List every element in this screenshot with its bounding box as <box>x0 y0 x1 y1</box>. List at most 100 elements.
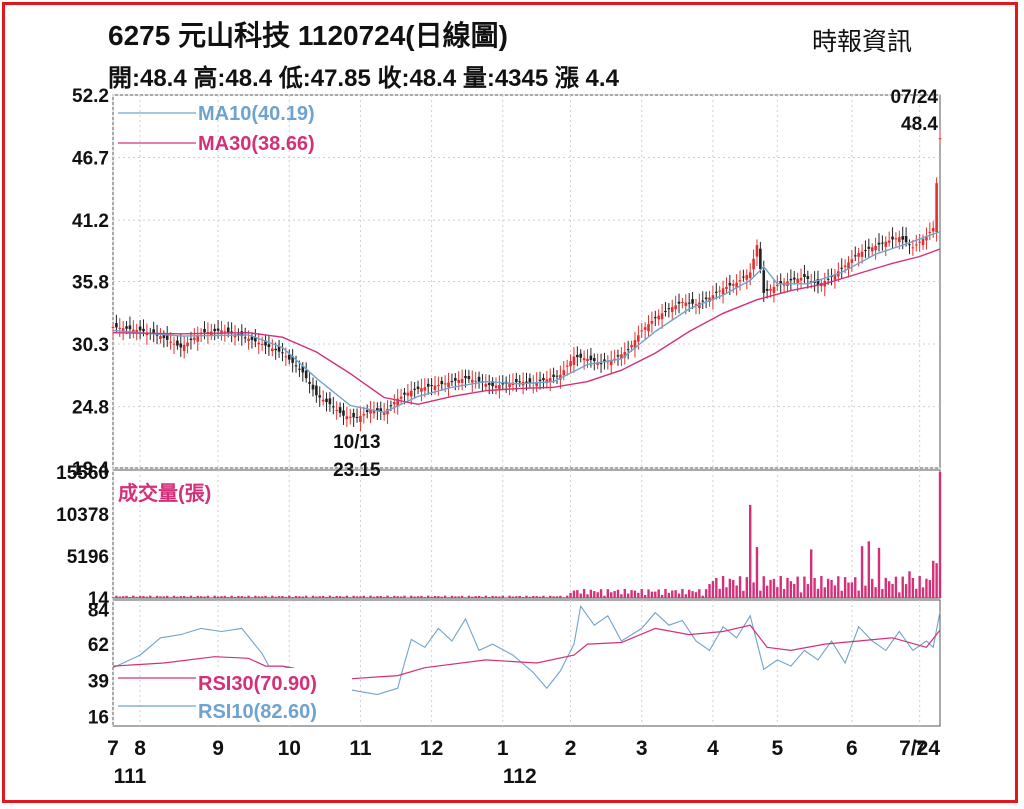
candle-body <box>850 259 854 263</box>
candle-body <box>264 340 267 346</box>
candle-body <box>393 402 396 405</box>
volume-bar <box>847 582 850 598</box>
volume-bar <box>755 546 759 598</box>
volume-bar <box>562 597 565 598</box>
volume-bar <box>633 590 637 598</box>
x-month-label: 12 <box>420 737 443 760</box>
volume-bar <box>623 588 626 598</box>
volume-bar <box>508 595 511 598</box>
volume-bar <box>460 595 464 598</box>
volume-bar <box>179 596 182 598</box>
candle-body <box>860 251 864 257</box>
candle-body <box>142 328 145 332</box>
volume-bar <box>657 589 660 598</box>
candle-body <box>894 238 898 240</box>
ohlc-summary: 開:48.4 高:48.4 低:47.85 收:48.4 量:4345 漲 4.… <box>108 65 619 92</box>
volume-bar <box>454 596 457 598</box>
candle-body <box>413 388 416 390</box>
volume-bar <box>871 578 874 598</box>
volume-bar <box>748 504 752 598</box>
volume-bar <box>498 596 501 598</box>
volume-bar <box>152 597 155 598</box>
candle-body <box>342 410 345 416</box>
candle-body <box>477 376 481 382</box>
volume-bar <box>867 541 871 598</box>
volume-bar <box>494 596 498 598</box>
volume-bar <box>237 595 240 598</box>
volume-bar <box>474 596 477 598</box>
candle-body <box>853 255 857 257</box>
candle-body <box>637 335 640 342</box>
candle-body <box>908 244 911 246</box>
volume-bar <box>355 596 359 598</box>
volume-bar <box>762 576 765 598</box>
candle-body <box>335 410 338 412</box>
candle-body <box>796 278 799 283</box>
volume-bar <box>728 578 732 598</box>
volume-bar <box>135 596 138 598</box>
volume-bar <box>874 587 877 598</box>
candle-body <box>528 378 532 383</box>
candle-body <box>803 274 806 277</box>
volume-bar <box>203 596 206 598</box>
candle-body <box>484 383 488 387</box>
x-month-label: 2 <box>565 737 577 760</box>
candle-body <box>626 349 630 351</box>
volume-bar <box>806 584 810 598</box>
volume-tick-label: 15560 <box>56 463 109 484</box>
volume-bar <box>521 597 525 598</box>
volume-bar <box>552 596 555 598</box>
candle-body <box>365 410 369 412</box>
x-month-label: 7/24 <box>899 737 940 760</box>
volume-bar <box>630 590 633 598</box>
x-month-label: 10 <box>278 737 301 760</box>
volume-bar <box>725 587 728 598</box>
volume-bar <box>857 590 860 598</box>
candle-body <box>884 241 888 247</box>
volume-bar <box>932 560 935 598</box>
candle-body <box>267 344 271 348</box>
volume-bar <box>220 596 223 598</box>
volume-bar <box>769 579 772 598</box>
volume-bar <box>894 576 898 598</box>
volume-bar <box>403 595 406 598</box>
volume-bar <box>881 589 884 598</box>
candle-body <box>132 329 135 332</box>
candle-body <box>291 356 294 363</box>
candle-body <box>494 385 498 388</box>
candle-body <box>765 288 769 291</box>
candle-body <box>121 328 125 332</box>
candle-body <box>138 326 142 331</box>
x-month-label: 3 <box>636 737 648 760</box>
rsi-tick-label: 84 <box>88 600 110 621</box>
volume-bar <box>484 595 488 598</box>
candle-body <box>715 291 718 293</box>
candle-body <box>460 379 464 383</box>
volume-bar <box>233 596 237 598</box>
candle-body <box>487 383 491 385</box>
volume-bar <box>565 595 569 598</box>
price-tick-label: 19.4 <box>72 459 109 480</box>
volume-bar <box>240 596 243 598</box>
candle-body <box>728 282 732 286</box>
ma30-legend-label: MA30(38.66) <box>198 133 315 155</box>
candle-body <box>311 384 315 390</box>
price-tick-label: 30.3 <box>72 335 109 356</box>
candle-body <box>196 335 200 342</box>
volume-bar <box>586 594 589 598</box>
candle-body <box>155 334 159 336</box>
volume-bar <box>637 592 640 598</box>
volume-bar <box>186 596 189 598</box>
volume-bar <box>793 583 796 598</box>
volume-bar <box>488 597 491 598</box>
volume-bar <box>196 595 199 598</box>
volume-bar <box>708 584 711 598</box>
volume-bar <box>481 596 484 598</box>
volume-bar <box>274 596 277 598</box>
candle-body <box>450 381 454 383</box>
volume-bar <box>352 595 355 598</box>
volume-bar <box>443 595 447 598</box>
volume-bar <box>111 597 115 598</box>
candles <box>111 129 942 431</box>
candle-body <box>369 410 372 414</box>
